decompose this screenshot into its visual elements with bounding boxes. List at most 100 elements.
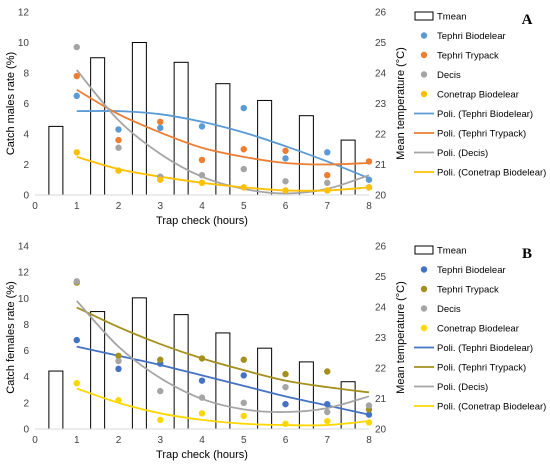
- data-point: [198, 171, 206, 179]
- x-tick-label: 5: [241, 201, 247, 212]
- y-tick-label: 6: [23, 99, 29, 110]
- trendline: [76, 110, 370, 180]
- data-point: [324, 149, 331, 156]
- x-tick-label: 0: [32, 435, 38, 446]
- y2-tick-label: 26: [375, 242, 387, 253]
- data-point: [365, 419, 373, 426]
- data-point: [324, 408, 331, 416]
- data-point: [365, 411, 373, 418]
- data-point: [198, 123, 206, 130]
- legend-label: Tephri Biodelear: [437, 265, 506, 276]
- legend-swatch-bar: [414, 11, 434, 21]
- x-tick-label: 6: [283, 201, 289, 212]
- temperature-bar: [298, 361, 314, 430]
- legend-label: Tephri Trypack: [437, 51, 499, 62]
- data-point: [282, 400, 289, 408]
- legend-label: Poli. (Decis): [437, 382, 488, 393]
- data-point: [115, 167, 122, 174]
- data-point: [282, 383, 289, 391]
- data-point: [324, 187, 331, 194]
- data-point: [73, 380, 80, 387]
- data-point: [73, 149, 80, 156]
- legend-label: Poli. (Decis): [437, 148, 488, 159]
- legend-label: Tephri Trypack: [437, 285, 499, 296]
- data-point: [282, 420, 289, 427]
- data-point: [157, 387, 164, 395]
- data-point: [115, 136, 122, 144]
- temperature-bar: [215, 83, 231, 196]
- y2-tick-label: 24: [375, 303, 387, 314]
- x-tick-label: 8: [366, 435, 372, 446]
- legend-swatch-bar: [414, 245, 434, 255]
- legend-label: Conetrap Biodelear: [437, 324, 519, 335]
- x-tick-label: 3: [157, 435, 163, 446]
- y2-tick-label: 20: [375, 191, 387, 202]
- x-tick-label: 2: [116, 201, 122, 212]
- x-tick-label: 7: [324, 435, 330, 446]
- y2-tick-label: 20: [375, 425, 387, 436]
- y-tick-label: 4: [23, 372, 29, 383]
- legend-label: Tmean: [437, 12, 467, 23]
- data-point: [157, 356, 164, 363]
- data-point: [240, 165, 247, 173]
- x-tick-label: 2: [116, 435, 122, 446]
- data-point: [365, 402, 373, 409]
- data-point: [198, 179, 206, 186]
- trendline: [76, 387, 370, 427]
- x-tick-label: 8: [366, 201, 372, 212]
- y-tick-label: 10: [18, 38, 30, 49]
- y-tick-label: 12: [18, 268, 30, 279]
- trendline: [76, 88, 370, 166]
- trendline: [76, 345, 370, 416]
- data-point: [115, 397, 122, 404]
- data-point: [282, 370, 289, 378]
- temperature-bar: [90, 57, 106, 196]
- data-point: [157, 118, 164, 126]
- temperature-bar: [48, 125, 64, 196]
- data-point: [240, 412, 247, 420]
- legend-marker: [420, 51, 428, 59]
- legend: Tmean Tephri Biodelear Tephri Trypack Decis…: [414, 11, 546, 179]
- y-tick-label: 0: [23, 425, 29, 436]
- data-point: [73, 43, 80, 51]
- legend-label: Decis: [437, 70, 461, 81]
- y2-tick-label: 22: [375, 364, 387, 375]
- y2-tick-label: 21: [375, 160, 387, 171]
- data-point: [115, 126, 122, 133]
- data-point: [198, 355, 206, 362]
- x-tick-label: 6: [283, 435, 289, 446]
- legend-marker: [420, 71, 428, 78]
- data-point: [240, 399, 247, 407]
- trendline: [76, 156, 370, 192]
- legend-label: Poli. (Tephri Trypack): [437, 363, 526, 374]
- data-point: [198, 394, 206, 401]
- legend-label: Poli. (Conetrap Biodelear): [437, 168, 546, 179]
- data-point: [73, 278, 80, 285]
- y2-tick-label: 23: [375, 99, 387, 110]
- legend: Tmean Tephri Biodelear Tephri Trypack Decis…: [414, 245, 546, 413]
- x-axis-title: Trap check (hours): [156, 215, 248, 227]
- legend-marker: [420, 324, 428, 332]
- y2-tick-label: 23: [375, 333, 387, 344]
- temperature-bar: [257, 99, 273, 196]
- x-tick-label: 1: [74, 435, 80, 446]
- data-point: [240, 372, 247, 379]
- x-tick-label: 4: [199, 201, 205, 212]
- temperature-bar: [173, 61, 189, 196]
- data-point: [282, 187, 289, 194]
- legend-marker: [420, 90, 428, 98]
- temperature-bar: [257, 347, 273, 430]
- legend-marker: [420, 305, 428, 312]
- legend-label: Poli. (Conetrap Biodelear): [437, 402, 546, 413]
- trendline: [76, 306, 370, 394]
- data-point: [115, 365, 122, 373]
- y-tick-label: 6: [23, 346, 29, 357]
- x-tick-label: 4: [199, 435, 205, 446]
- y2-tick-label: 21: [375, 394, 387, 405]
- y2-tick-label: 22: [375, 130, 387, 141]
- data-point: [282, 147, 289, 154]
- x-axis-title: Trap check (hours): [156, 449, 248, 461]
- data-point: [157, 176, 164, 183]
- y-tick-label: 0: [23, 191, 29, 202]
